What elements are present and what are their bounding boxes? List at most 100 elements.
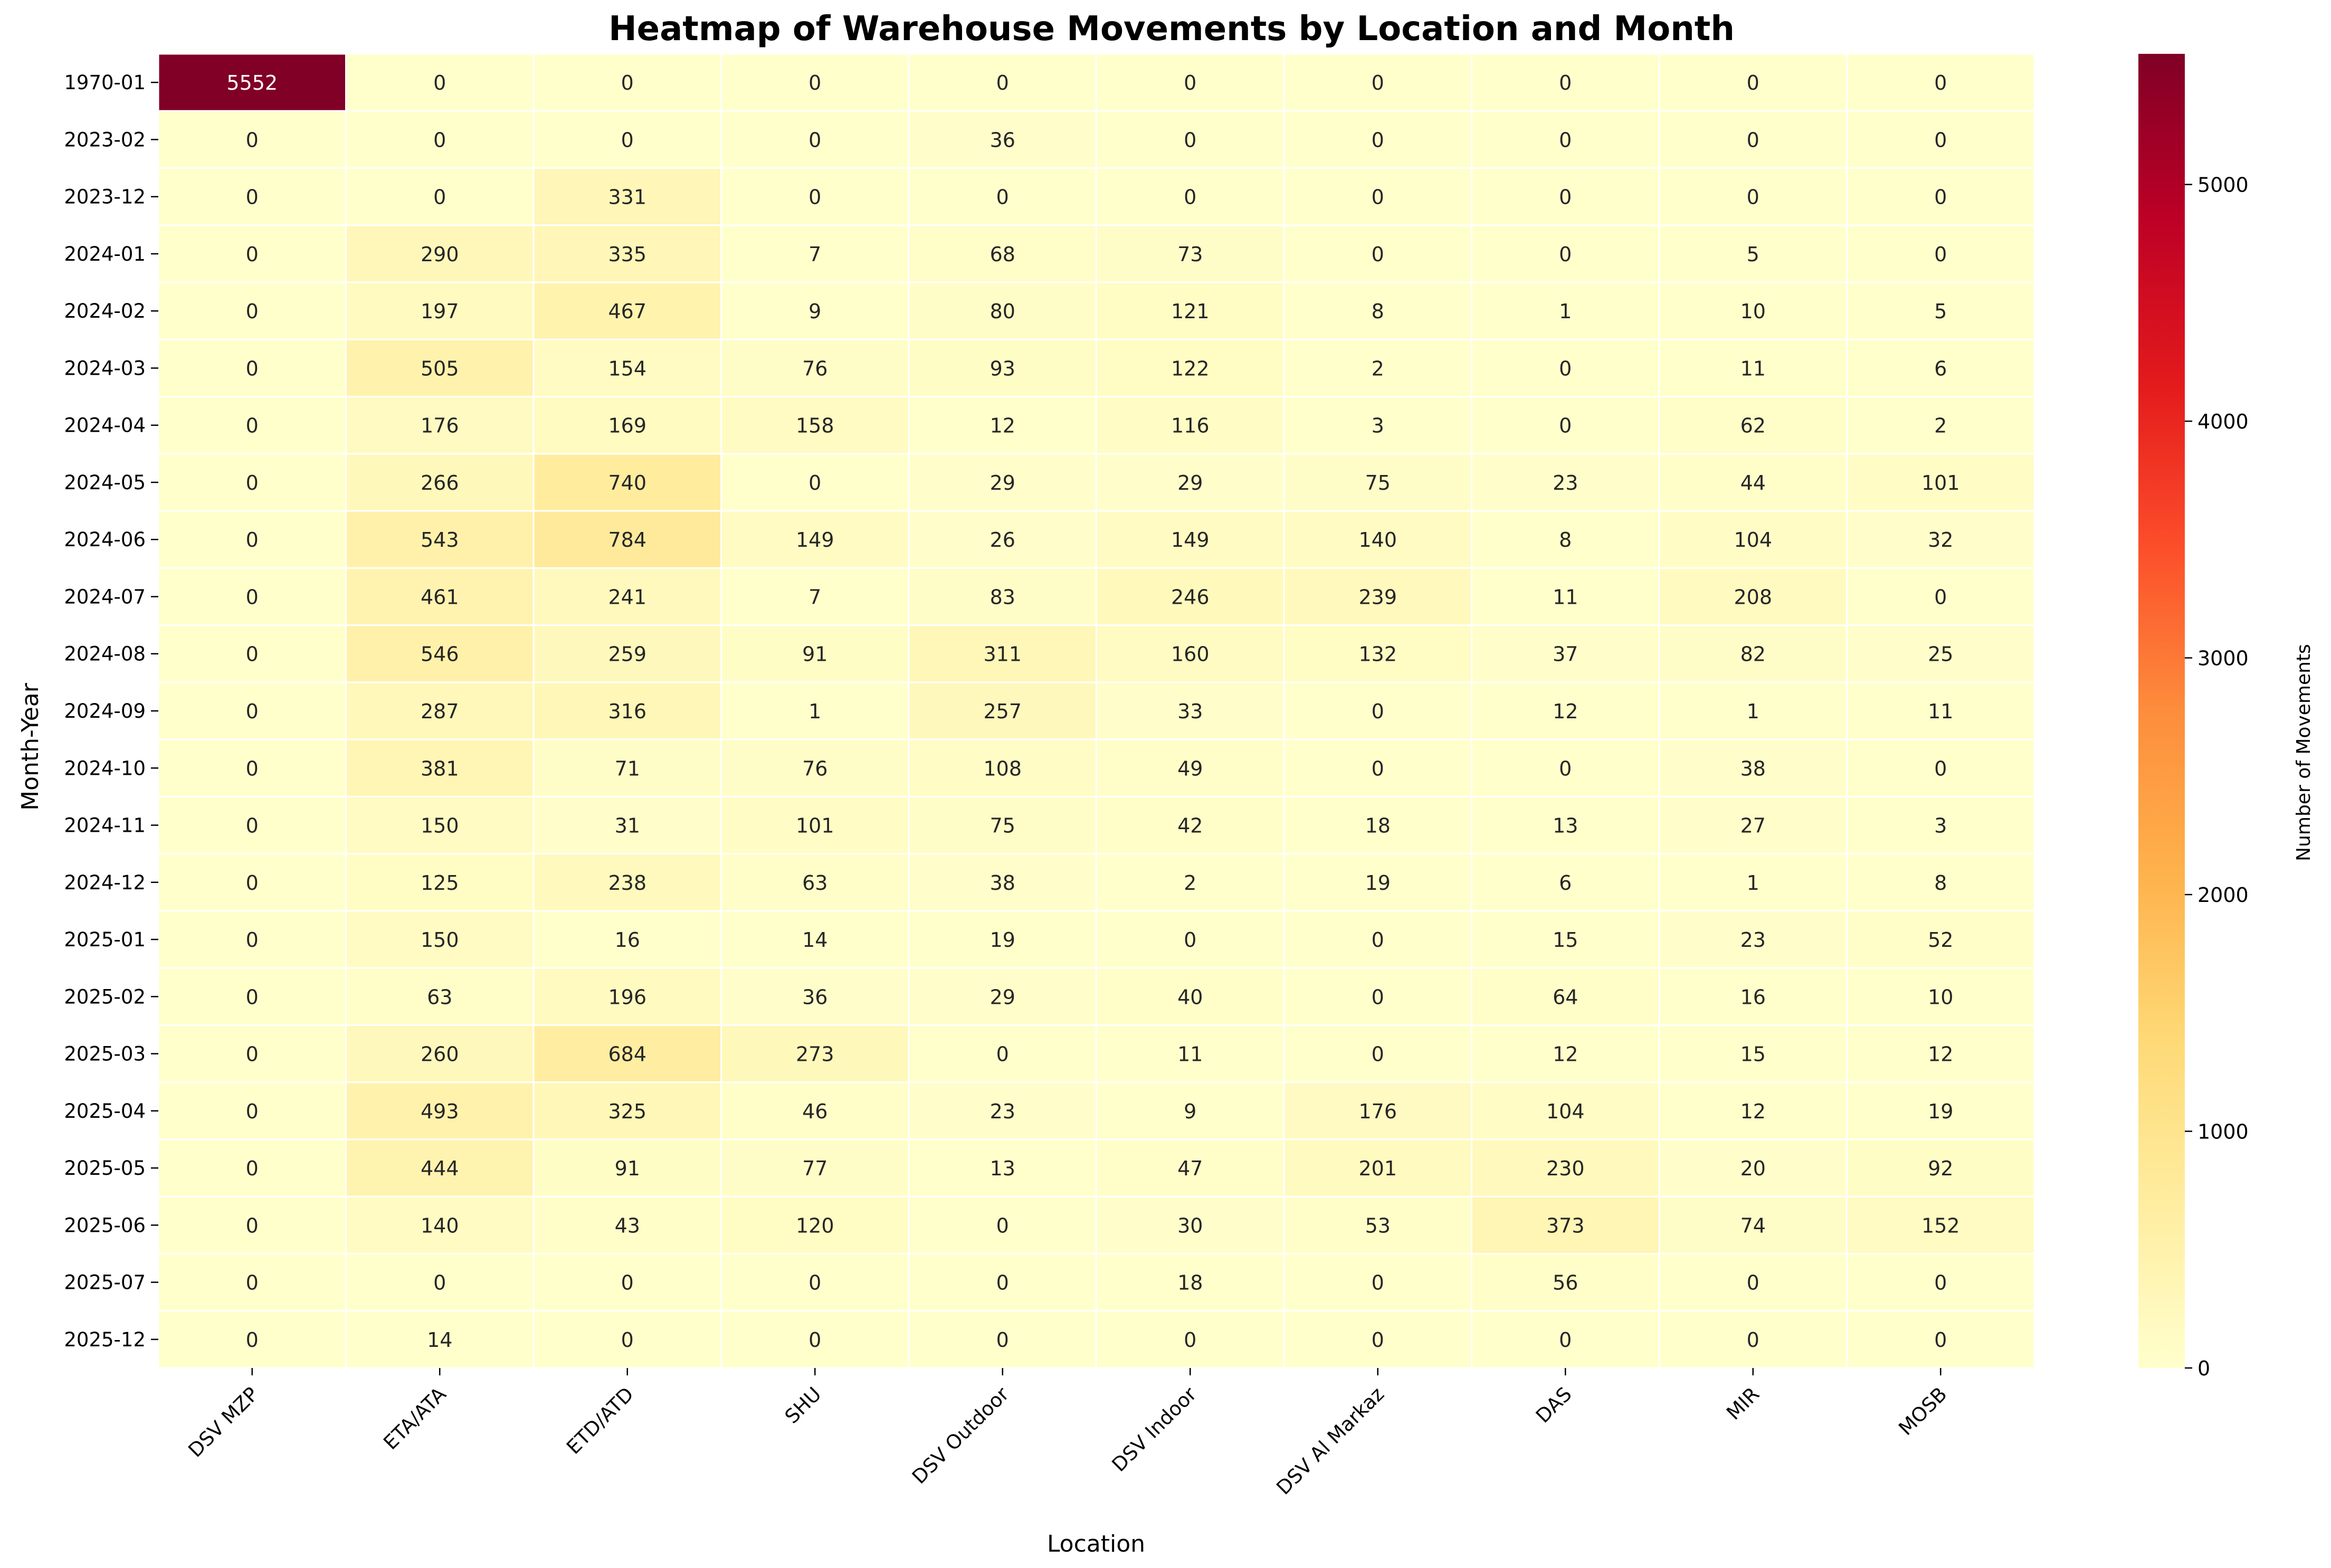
cell-value-label: 83 — [990, 585, 1015, 609]
heatmap-cell — [1846, 167, 2035, 226]
cell-value-label: 238 — [608, 871, 646, 895]
y-tick-label: 2024-04 — [64, 414, 146, 437]
cell-value-label: 3 — [1372, 414, 1384, 438]
cell-value-label: 0 — [246, 985, 259, 1009]
heatmap-cell — [532, 738, 722, 797]
heatmap-cell — [345, 1024, 535, 1084]
cell-value-label: 0 — [246, 814, 259, 838]
cell-value-label: 154 — [608, 357, 646, 380]
heatmap-cell — [1471, 681, 1660, 740]
cell-value-label: 38 — [990, 871, 1015, 895]
cell-value-label: 9 — [808, 300, 821, 323]
cell-value-label: 158 — [796, 414, 834, 438]
cell-value-label: 40 — [1177, 985, 1203, 1009]
cell-value-label: 46 — [802, 1100, 827, 1123]
cell-value-label: 92 — [1928, 1157, 1953, 1180]
heatmap-cell — [1096, 853, 1285, 912]
cell-value-label: 331 — [608, 186, 646, 209]
heatmap-cell — [1658, 396, 1848, 455]
cell-value-label: 77 — [802, 1157, 827, 1180]
heatmap-cell — [532, 53, 722, 112]
y-tick-label: 2024-11 — [64, 814, 146, 837]
cell-value-label: 0 — [1372, 243, 1384, 266]
heatmap-cell — [1283, 510, 1472, 569]
cell-value-label: 23 — [1740, 928, 1766, 952]
cell-value-label: 1 — [1747, 871, 1759, 895]
heatmap-cell — [1096, 967, 1285, 1026]
cell-value-label: 0 — [1934, 243, 1947, 266]
heatmap-cell — [345, 967, 535, 1026]
cell-value-label: 740 — [608, 471, 646, 495]
heatmap-cell — [1471, 853, 1660, 912]
cell-value-label: 36 — [990, 128, 1015, 151]
heatmap-cell — [1846, 681, 2035, 740]
heatmap-cell — [720, 396, 910, 455]
heatmap-cell — [1283, 910, 1472, 969]
cell-value-label: 0 — [246, 1157, 259, 1180]
cell-value-label: 0 — [808, 71, 821, 94]
cell-value-label: 19 — [1365, 871, 1391, 895]
heatmap-cell — [1846, 1252, 2035, 1312]
heatmap-cell — [345, 53, 535, 112]
cell-value-label: 15 — [1553, 928, 1578, 952]
heatmap-cell — [1846, 1195, 2035, 1255]
cell-value-label: 0 — [1372, 928, 1384, 952]
cell-value-label: 68 — [990, 243, 1015, 266]
cell-value-label: 0 — [1184, 128, 1196, 151]
cell-value-label: 0 — [1372, 1328, 1384, 1352]
cell-value-label: 23 — [1553, 471, 1578, 495]
cell-value-label: 16 — [615, 928, 640, 952]
cell-value-label: 76 — [802, 757, 827, 780]
cell-value-label: 0 — [433, 128, 446, 151]
x-tick-label: DSV Al Markaz — [1272, 1383, 1388, 1499]
heatmap-cell — [1096, 910, 1285, 969]
cell-value-label: 0 — [246, 243, 259, 266]
x-tick-label: ETD/ATD — [562, 1383, 638, 1459]
heatmap-cell — [345, 1310, 535, 1369]
heatmap-cell — [1471, 53, 1660, 112]
heatmap-cell — [1846, 53, 2035, 112]
heatmap-cell — [1283, 1081, 1472, 1141]
cell-value-label: 5 — [1934, 300, 1947, 323]
cell-value-label: 122 — [1171, 357, 1210, 380]
cell-value-label: 1 — [808, 700, 821, 723]
y-tick-label: 2024-12 — [64, 871, 146, 894]
cell-value-label: 0 — [1372, 985, 1384, 1009]
x-tick-label: DAS — [1531, 1383, 1576, 1428]
heatmap-cell — [908, 167, 1097, 226]
cell-value-label: 125 — [421, 871, 459, 895]
cell-value-label: 19 — [1928, 1100, 1953, 1123]
heatmap-cell — [908, 910, 1097, 969]
cell-value-label: 316 — [608, 700, 646, 723]
cell-value-label: 30 — [1177, 1214, 1203, 1237]
heatmap-cell — [1846, 853, 2035, 912]
cell-value-label: 0 — [1372, 186, 1384, 209]
heatmap-cell — [720, 453, 910, 512]
cell-value-label: 684 — [608, 1043, 646, 1066]
cell-value-label: 101 — [796, 814, 834, 838]
heatmap-cell — [1283, 1195, 1472, 1255]
cell-value-label: 3 — [1934, 814, 1947, 838]
heatmap-cell — [532, 681, 722, 740]
heatmap-cell — [908, 510, 1097, 569]
cell-value-label: 149 — [1171, 528, 1210, 552]
heatmap-cell — [1096, 681, 1285, 740]
heatmap-cell — [1658, 281, 1848, 340]
cell-value-label: 11 — [1553, 585, 1578, 609]
cell-value-label: 36 — [802, 985, 827, 1009]
heatmap-cell — [1471, 967, 1660, 1026]
cell-value-label: 9 — [1184, 1100, 1196, 1123]
heatmap-cell — [720, 510, 910, 569]
heatmap-cell — [532, 510, 722, 569]
heatmap-cell — [345, 1195, 535, 1255]
heatmap-cell — [1096, 281, 1285, 340]
cell-value-label: 52 — [1928, 928, 1953, 952]
heatmap-cell — [1283, 853, 1472, 912]
cell-value-label: 169 — [608, 414, 646, 438]
cell-value-label: 80 — [990, 300, 1015, 323]
heatmap-cell — [1096, 110, 1285, 169]
cell-value-label: 0 — [1559, 243, 1572, 266]
cell-value-label: 0 — [621, 1328, 634, 1352]
heatmap-cell — [1658, 224, 1848, 283]
heatmap-cell — [157, 53, 347, 112]
